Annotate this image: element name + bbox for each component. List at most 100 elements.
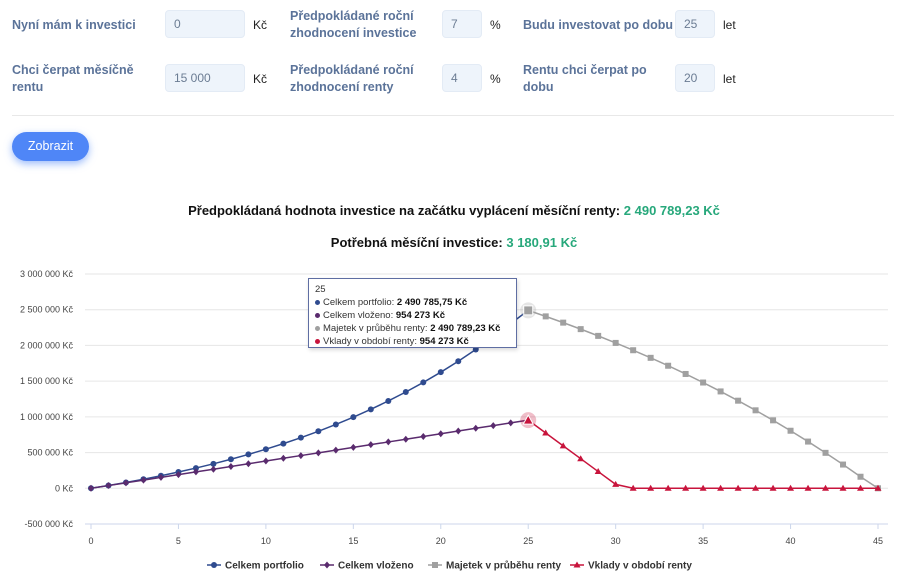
data-point[interactable] (455, 427, 462, 435)
data-point[interactable] (717, 484, 725, 491)
data-point[interactable] (560, 319, 567, 326)
legend-item[interactable]: Celkem portfolio (207, 561, 304, 572)
data-point[interactable] (594, 468, 602, 475)
data-point[interactable] (402, 435, 409, 443)
data-point[interactable] (522, 414, 535, 425)
data-point[interactable] (227, 462, 234, 470)
data-point[interactable] (769, 484, 777, 491)
data-point[interactable] (682, 370, 689, 377)
data-point[interactable] (315, 449, 322, 457)
data-point[interactable] (629, 484, 637, 491)
data-point[interactable] (420, 432, 427, 440)
data-point[interactable] (805, 438, 812, 445)
data-point[interactable] (385, 397, 392, 404)
data-point[interactable] (175, 471, 182, 479)
data-point[interactable] (559, 442, 567, 449)
data-point[interactable] (542, 313, 549, 320)
data-point[interactable] (455, 358, 462, 365)
data-point[interactable] (402, 389, 409, 396)
data-point[interactable] (122, 479, 129, 487)
data-point[interactable] (227, 456, 234, 463)
data-point[interactable] (367, 406, 374, 413)
data-point[interactable] (192, 465, 199, 472)
data-point[interactable] (752, 407, 759, 414)
show-button[interactable]: Zobrazit (12, 132, 89, 161)
data-point[interactable] (523, 305, 534, 316)
data-point[interactable] (350, 414, 357, 421)
data-point[interactable] (432, 562, 438, 568)
data-point[interactable] (839, 484, 847, 491)
data-point[interactable] (262, 457, 269, 465)
data-point[interactable] (437, 369, 444, 376)
data-point[interactable] (717, 388, 724, 395)
data-point[interactable] (157, 473, 164, 481)
data-point[interactable] (315, 428, 322, 435)
data-point[interactable] (332, 421, 339, 428)
monthly-rent-input[interactable]: 15 000 (165, 64, 245, 92)
data-point[interactable] (700, 379, 707, 386)
data-point[interactable] (787, 484, 795, 491)
data-point[interactable] (245, 451, 252, 458)
data-point[interactable] (437, 430, 444, 438)
data-point[interactable] (822, 449, 829, 456)
data-point[interactable] (664, 484, 672, 491)
data-point[interactable] (490, 422, 497, 430)
data-point[interactable] (324, 561, 330, 569)
data-point[interactable] (857, 484, 865, 491)
data-point[interactable] (734, 484, 742, 491)
data-point[interactable] (647, 484, 655, 491)
data-point[interactable] (297, 434, 304, 441)
data-point[interactable] (507, 419, 514, 427)
data-point[interactable] (612, 339, 619, 346)
data-point[interactable] (665, 362, 672, 369)
data-point[interactable] (840, 461, 847, 468)
data-point[interactable] (280, 440, 287, 447)
data-point[interactable] (822, 484, 830, 491)
data-point[interactable] (857, 473, 864, 480)
data-point[interactable] (573, 561, 581, 568)
data-point[interactable] (612, 480, 620, 487)
data-point[interactable] (472, 424, 479, 432)
data-point[interactable] (140, 476, 147, 484)
data-point[interactable] (577, 455, 585, 462)
data-point[interactable] (105, 482, 112, 490)
data-point[interactable] (874, 484, 882, 491)
data-point[interactable] (682, 484, 690, 491)
x-tick-label: 20 (436, 536, 446, 546)
data-point[interactable] (350, 443, 357, 451)
data-point[interactable] (210, 460, 217, 467)
data-point[interactable] (332, 446, 339, 454)
data-point[interactable] (88, 484, 94, 492)
rent-years-input[interactable]: 20 (675, 64, 715, 92)
data-point[interactable] (211, 562, 217, 568)
data-point[interactable] (735, 397, 742, 404)
legend-item[interactable]: Majetek v průběhu renty (428, 560, 561, 572)
data-point[interactable] (192, 468, 199, 476)
data-point[interactable] (752, 484, 760, 491)
data-point[interactable] (787, 427, 794, 434)
y-tick-label: 0 Kč (55, 483, 74, 493)
chart-tooltip: 25 Celkem portfolio: 2 490 785,75 Kč Cel… (308, 278, 517, 348)
data-point[interactable] (385, 438, 392, 446)
data-point[interactable] (542, 429, 550, 436)
data-point[interactable] (804, 484, 812, 491)
data-point[interactable] (210, 465, 217, 473)
data-point[interactable] (420, 379, 427, 386)
data-point[interactable] (245, 460, 252, 468)
data-point[interactable] (630, 347, 637, 354)
legend-item[interactable]: Celkem vloženo (320, 561, 414, 572)
data-point[interactable] (647, 354, 654, 361)
legend-item[interactable]: Vklady v období renty (570, 561, 692, 572)
current-investment-input[interactable]: 0 (165, 10, 245, 38)
growth-rate-input[interactable]: 7 (442, 10, 482, 38)
data-point[interactable] (595, 332, 602, 339)
invest-years-input[interactable]: 25 (675, 10, 715, 38)
data-point[interactable] (577, 326, 584, 333)
rent-growth-input[interactable]: 4 (442, 64, 482, 92)
data-point[interactable] (367, 441, 374, 449)
data-point[interactable] (297, 452, 304, 460)
data-point[interactable] (770, 417, 777, 424)
data-point[interactable] (280, 454, 287, 462)
data-point[interactable] (699, 484, 707, 491)
data-point[interactable] (262, 446, 269, 453)
